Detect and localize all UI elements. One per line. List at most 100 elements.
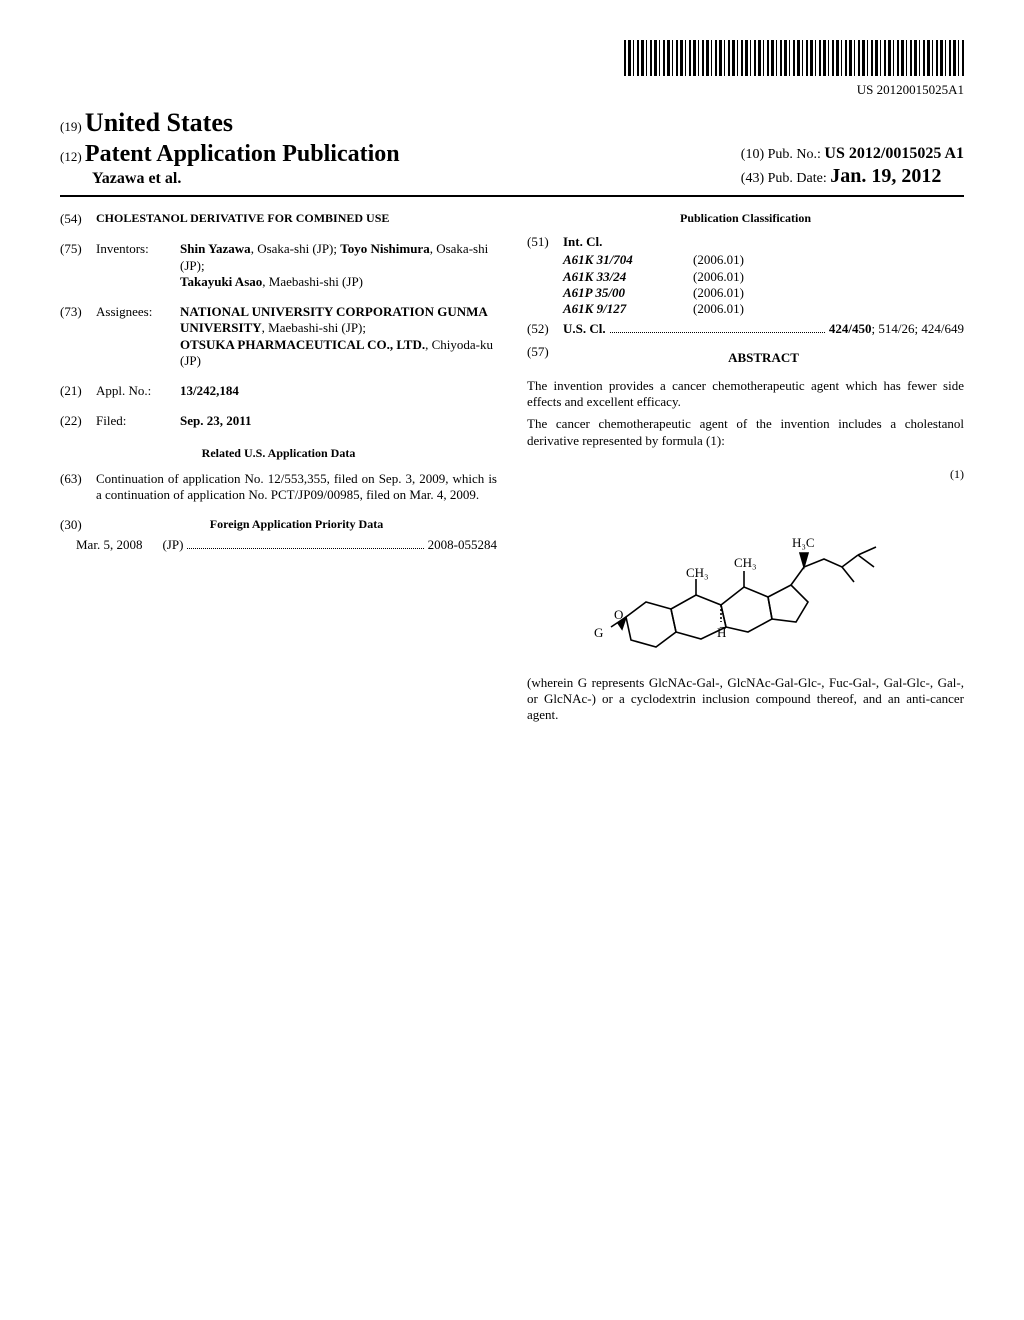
intcl-code: (51) <box>527 234 563 250</box>
priority-country: (JP) <box>162 537 183 553</box>
pub-type-line: (12) Patent Application Publication <box>60 139 400 169</box>
pub-type-code: (12) <box>60 149 82 164</box>
barcode-block: US 20120015025A1 <box>60 40 964 99</box>
related-heading: Related U.S. Application Data <box>60 446 497 461</box>
intcl-year: (2006.01) <box>693 269 744 285</box>
right-column: Publication Classification (51) Int. Cl.… <box>527 211 964 730</box>
foreign-code: (30) <box>60 517 96 533</box>
inventor-name: Shin Yazawa <box>180 241 251 256</box>
pub-class-heading: Publication Classification <box>527 211 964 226</box>
filed-value: Sep. 23, 2011 <box>180 413 497 429</box>
inventors-code: (75) <box>60 241 96 257</box>
intcl-class: A61K 33/24 <box>563 269 693 285</box>
body-columns: (54) CHOLESTANOL DERIVATIVE FOR COMBINED… <box>60 211 964 730</box>
assignee-rest: , Maebashi-shi (JP); <box>262 320 366 335</box>
label-ch3: CH₃ <box>734 555 757 570</box>
filed-row: (22) Filed: Sep. 23, 2011 <box>60 413 497 429</box>
dotfill <box>187 538 423 549</box>
abstract-heading-row: (57) ABSTRACT <box>527 344 964 372</box>
country-code: (19) <box>60 119 82 134</box>
cholestanol-structure-icon: H₃C CH₃ CH₃ G O H̄ <box>586 467 906 657</box>
continuation-code: (63) <box>60 471 96 487</box>
pub-type: Patent Application Publication <box>85 141 400 167</box>
label-g: G <box>594 625 603 640</box>
barcode-graphic <box>624 40 964 76</box>
applno-code: (21) <box>60 383 96 399</box>
inventors-value: Shin Yazawa, Osaka-shi (JP); Toyo Nishim… <box>180 241 497 290</box>
inventors-row: (75) Inventors: Shin Yazawa, Osaka-shi (… <box>60 241 497 290</box>
uscl-label: U.S. Cl. <box>563 321 606 337</box>
assignees-row: (73) Assignees: NATIONAL UNIVERSITY CORP… <box>60 304 497 369</box>
left-column: (54) CHOLESTANOL DERIVATIVE FOR COMBINED… <box>60 211 497 730</box>
header-left: (19) United States (12) Patent Applicati… <box>60 107 400 190</box>
filed-code: (22) <box>60 413 96 429</box>
intcl-class: A61K 9/127 <box>563 301 693 317</box>
assignees-code: (73) <box>60 304 96 320</box>
priority-number: 2008-055284 <box>428 537 497 553</box>
uscl-row: (52) U.S. Cl. 424/450; 514/26; 424/649 <box>527 321 964 337</box>
label-ch3: CH₃ <box>686 565 709 580</box>
authors-line: Yazawa et al. <box>60 169 400 189</box>
priority-row: Mar. 5, 2008 (JP) 2008-055284 <box>60 537 497 553</box>
intcl-year: (2006.01) <box>693 285 744 301</box>
pub-date-code: (43) <box>741 171 764 186</box>
formula-footnote: (wherein G represents GlcNAc-Gal-, GlcNA… <box>527 675 964 724</box>
abstract-p2: The cancer chemotherapeutic agent of the… <box>527 416 964 449</box>
applno-label: Appl. No.: <box>96 383 180 399</box>
intcl-year: (2006.01) <box>693 252 744 268</box>
country-line: (19) United States <box>60 107 400 140</box>
pub-no-code: (10) <box>741 147 764 162</box>
header-right: (10) Pub. No.: US 2012/0015025 A1 (43) P… <box>741 144 964 189</box>
intcl-item: A61K 9/127 (2006.01) <box>563 301 964 317</box>
uscl-code: (52) <box>527 321 563 337</box>
label-o: O <box>614 607 623 622</box>
uscl-rest: ; 514/26; 424/649 <box>872 321 964 337</box>
assignees-value: NATIONAL UNIVERSITY CORPORATION GUNMA UN… <box>180 304 497 369</box>
invention-title: CHOLESTANOL DERIVATIVE FOR COMBINED USE <box>96 211 497 226</box>
intcl-year: (2006.01) <box>693 301 744 317</box>
header: (19) United States (12) Patent Applicati… <box>60 107 964 198</box>
intcl-item: A61K 33/24 (2006.01) <box>563 269 964 285</box>
assignees-label: Assignees: <box>96 304 180 320</box>
country-name: United States <box>85 108 233 137</box>
inventor-name: Toyo Nishimura <box>340 241 429 256</box>
title-row: (54) CHOLESTANOL DERIVATIVE FOR COMBINED… <box>60 211 497 227</box>
pub-date-line: (43) Pub. Date: Jan. 19, 2012 <box>741 164 964 189</box>
pub-no-line: (10) Pub. No.: US 2012/0015025 A1 <box>741 144 964 164</box>
intcl-table: A61K 31/704 (2006.01) A61K 33/24 (2006.0… <box>563 252 964 317</box>
intcl-class: A61P 35/00 <box>563 285 693 301</box>
inventor-name: Takayuki Asao <box>180 274 262 289</box>
formula-number: (1) <box>950 467 964 482</box>
pub-no-label: Pub. No.: <box>768 147 821 162</box>
dotfill <box>610 322 825 333</box>
barcode-text: US 20120015025A1 <box>60 82 964 98</box>
intcl-class: A61K 31/704 <box>563 252 693 268</box>
assignee-name: OTSUKA PHARMACEUTICAL CO., LTD. <box>180 337 425 352</box>
continuation-row: (63) Continuation of application No. 12/… <box>60 471 497 504</box>
pub-no-value: US 2012/0015025 A1 <box>824 145 964 162</box>
intcl-item: A61P 35/00 (2006.01) <box>563 285 964 301</box>
intcl-label: Int. Cl. <box>563 234 964 250</box>
pub-date-label: Pub. Date: <box>768 171 827 186</box>
foreign-heading-row: (30) Foreign Application Priority Data <box>60 517 497 533</box>
title-code: (54) <box>60 211 96 227</box>
continuation-text: Continuation of application No. 12/553,3… <box>96 471 497 504</box>
abstract-heading: ABSTRACT <box>563 350 964 366</box>
pub-date-value: Jan. 19, 2012 <box>830 165 941 187</box>
inventor-rest: , Osaka-shi (JP); <box>251 241 341 256</box>
uscl-primary: 424/450 <box>829 321 872 337</box>
applno-row: (21) Appl. No.: 13/242,184 <box>60 383 497 399</box>
label-h: H̄ <box>717 625 726 640</box>
abstract-code: (57) <box>527 344 563 360</box>
abstract-p1: The invention provides a cancer chemothe… <box>527 378 964 411</box>
priority-date: Mar. 5, 2008 <box>76 537 142 553</box>
foreign-heading: Foreign Application Priority Data <box>96 517 497 532</box>
label-h3c: H₃C <box>792 535 815 550</box>
intcl-row: (51) Int. Cl. <box>527 234 964 250</box>
applno-value: 13/242,184 <box>180 383 497 399</box>
inventor-rest: , Maebashi-shi (JP) <box>262 274 363 289</box>
formula-block: (1) <box>527 467 964 657</box>
filed-label: Filed: <box>96 413 180 429</box>
inventors-label: Inventors: <box>96 241 180 257</box>
intcl-item: A61K 31/704 (2006.01) <box>563 252 964 268</box>
